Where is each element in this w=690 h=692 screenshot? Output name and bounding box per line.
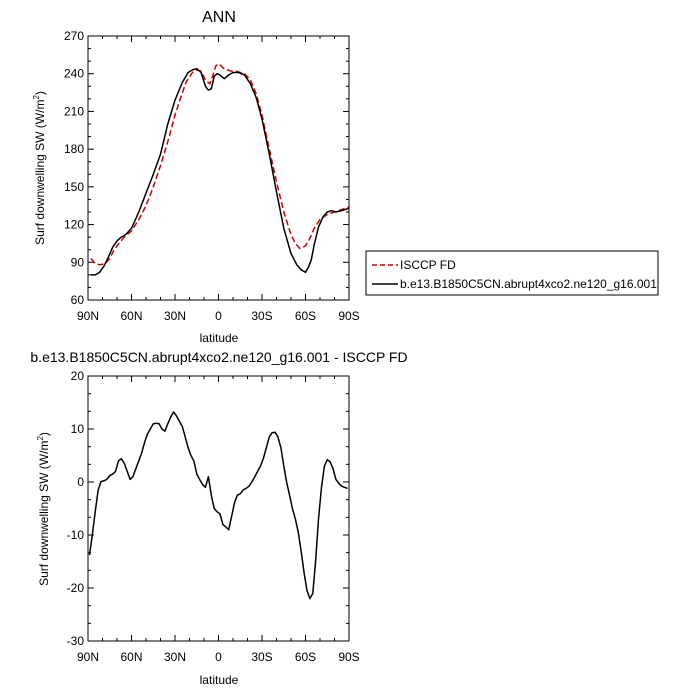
bottom-y-axis-label-tail: ) bbox=[37, 432, 51, 436]
bottom-x-axis-label: latitude bbox=[200, 673, 239, 687]
top-y-tick-label: 150 bbox=[64, 180, 84, 194]
bottom-y-axis-label-sup: 2 bbox=[36, 436, 45, 441]
top-x-tick-label: 90S bbox=[338, 309, 359, 323]
legend: ISCCP FD b.e13.B1850C5CN.abrupt4xco2.ne1… bbox=[365, 250, 659, 296]
top-y-tick-label: 60 bbox=[71, 293, 85, 307]
top-y-axis-label-main: Surf downwelling SW (W/m bbox=[33, 100, 47, 245]
top-x-tick-label: 90N bbox=[77, 309, 99, 323]
bottom-x-tick-label: 90N bbox=[77, 650, 99, 664]
bottom-y-tick-label: 0 bbox=[77, 475, 84, 489]
top-plot-frame bbox=[87, 35, 350, 301]
bottom-panel: b.e13.B1850C5CN.abrupt4xco2.ne120_g16.00… bbox=[30, 349, 407, 687]
top-series-line-0 bbox=[90, 62, 350, 266]
bottom-x-tick-label: 0 bbox=[215, 650, 222, 664]
top-x-tick-label: 0 bbox=[215, 309, 222, 323]
top-y-tick-label: 90 bbox=[71, 255, 85, 269]
bottom-y-tick-label: -10 bbox=[67, 528, 85, 542]
top-x-tick-label: 60S bbox=[295, 309, 316, 323]
bottom-x-tick-label: 90S bbox=[338, 650, 359, 664]
top-y-tick-label: 210 bbox=[64, 104, 84, 118]
bottom-y-tick-label: 20 bbox=[71, 369, 85, 383]
bottom-x-tick-label: 30S bbox=[251, 650, 272, 664]
bottom-y-axis-label-main: Surf downwelling SW (W/m bbox=[37, 441, 51, 586]
legend-label-model: b.e13.B1850C5CN.abrupt4xco2.ne120_g16.00… bbox=[400, 277, 657, 291]
top-y-tick-label: 240 bbox=[64, 67, 84, 81]
bottom-plot-frame bbox=[87, 375, 350, 642]
bottom-y-tick-label: 10 bbox=[71, 422, 85, 436]
bottom-x-tick-label: 60S bbox=[295, 650, 316, 664]
bottom-x-tick-label: 60N bbox=[120, 650, 142, 664]
top-chart-title: ANN bbox=[202, 9, 236, 26]
legend-label-isccp: ISCCP FD bbox=[400, 258, 456, 272]
top-y-axis-label: Surf downwelling SW (W/m2) bbox=[32, 91, 47, 245]
legend-box bbox=[365, 250, 659, 296]
top-y-tick-label: 120 bbox=[64, 218, 84, 232]
bottom-plot-area: -30 -20 -10 0 10 20 90N 60N 30N 0 30S 60S 90S bbox=[67, 369, 360, 664]
top-x-tick-label: 60N bbox=[120, 309, 142, 323]
top-series-line-1 bbox=[90, 67, 350, 276]
bottom-y-tick-label: -30 bbox=[67, 634, 85, 648]
top-x-tick-label: 30S bbox=[251, 309, 272, 323]
bottom-series-line-0 bbox=[88, 411, 348, 600]
top-plot-area: 60 90 120 150 180 210 240 270 90N 60N 30N 0 30S 60S 90… bbox=[64, 29, 360, 323]
bottom-chart-title: b.e13.B1850C5CN.abrupt4xco2.ne120_g16.00… bbox=[30, 349, 407, 365]
bottom-y-tick-label: -20 bbox=[67, 581, 85, 595]
top-x-axis-label: latitude bbox=[200, 331, 239, 345]
top-y-tick-label: 270 bbox=[64, 29, 84, 43]
top-y-axis-label-sup: 2 bbox=[32, 95, 41, 100]
top-y-tick-label: 180 bbox=[64, 142, 84, 156]
top-x-tick-label: 30N bbox=[164, 309, 186, 323]
bottom-y-axis-label: Surf downwelling SW (W/m2) bbox=[36, 432, 51, 586]
top-y-axis-label-tail: ) bbox=[33, 91, 47, 95]
bottom-x-tick-label: 30N bbox=[164, 650, 186, 664]
